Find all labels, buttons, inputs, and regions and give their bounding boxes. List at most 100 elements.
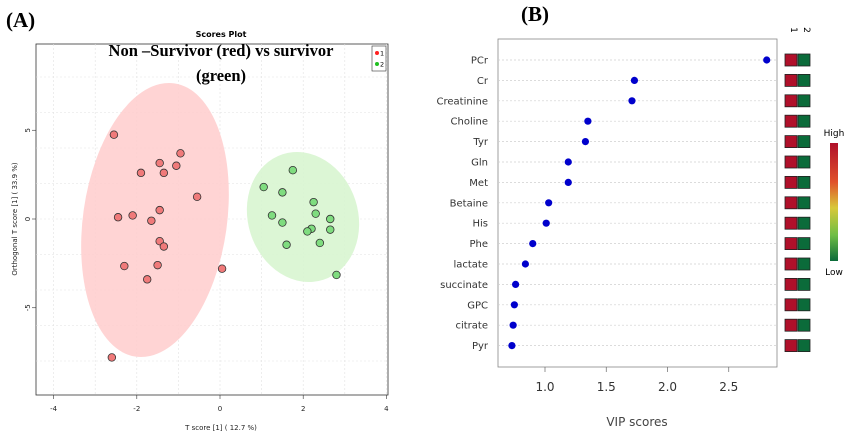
vip-row-label: Gln [471, 158, 488, 169]
score-point-group-1 [120, 261, 129, 271]
heat-cell-col1 [784, 257, 798, 271]
column-header-1: 1 [788, 27, 798, 33]
y-tick-label: 5 [24, 128, 32, 132]
vip-tick-label: 1.5 [597, 380, 616, 394]
score-points [107, 130, 341, 362]
score-point-group-2 [315, 238, 325, 248]
score-point-group-1 [176, 149, 185, 158]
heat-cell-col1 [784, 216, 798, 230]
vip-row-label: Cr [477, 76, 489, 87]
legend-entry-1: 1 [380, 50, 384, 58]
vip-tick-label: 2.5 [719, 380, 738, 394]
heat-cell-col1 [784, 298, 798, 312]
heat-cell-col2 [797, 257, 811, 271]
group-annotation-line1: Non –Survivor (red) vs survivor [109, 41, 334, 60]
vip-axis-ticks: 1.0 1.5 2.0 2.5 [535, 367, 738, 394]
score-point-group-1 [107, 353, 117, 362]
scale-high-label: High [824, 129, 845, 139]
score-point-group-1 [113, 213, 123, 222]
ellipse-group-2 [246, 151, 360, 283]
vip-point [628, 97, 636, 105]
y-tick-label: -5 [24, 304, 32, 311]
vip-point [511, 280, 520, 288]
scores-axis-ticks: -4 -2 0 2 4 5 0 -5 [24, 128, 389, 413]
score-point-group-2 [259, 182, 268, 192]
score-point-group-2 [282, 240, 291, 249]
heat-cell-col2 [797, 339, 811, 353]
x-tick-label: 0 [218, 405, 222, 413]
heat-cell-col2 [797, 94, 811, 108]
column-header-2: 2 [801, 27, 811, 33]
heat-cell-col1 [784, 175, 798, 189]
vip-row-label: citrate [455, 321, 488, 332]
heat-cell-col2 [797, 237, 811, 251]
heat-cell-col1 [784, 74, 798, 87]
heat-cell-col2 [797, 114, 811, 128]
vip-row-label: His [472, 219, 488, 230]
vip-point [584, 117, 592, 125]
score-point-group-1 [159, 168, 169, 178]
heat-cell-col1 [784, 277, 798, 291]
heat-cell-col2 [797, 298, 811, 312]
score-point-group-2 [267, 211, 277, 220]
color-scale-bar [830, 143, 838, 261]
legend-swatch-1 [375, 51, 379, 55]
score-point-group-1 [153, 260, 162, 270]
score-point-group-2 [303, 227, 312, 236]
heat-cell-col1 [784, 135, 798, 149]
score-point-group-2 [326, 225, 335, 234]
x-tick-label: -4 [50, 405, 58, 413]
vip-point [630, 76, 639, 84]
heat-cell-col1 [784, 94, 798, 108]
score-point-group-1 [109, 130, 119, 139]
score-point-group-1 [142, 275, 152, 284]
vip-row-label: Pyr [472, 341, 489, 352]
scores-plot: Scores Plot -4 -2 0 2 4 5 0 -5 Non –Survivor (r… [11, 30, 389, 432]
vip-point [510, 301, 518, 309]
vip-point [564, 178, 572, 186]
vip-x-axis-label: VIP scores [606, 415, 667, 429]
heat-cell-col1 [784, 237, 798, 251]
heat-cell-col2 [797, 74, 811, 87]
panel-a-label: (A) [6, 8, 35, 32]
scores-plot-frame [35, 43, 389, 396]
vip-row-label: Choline [451, 117, 489, 128]
vip-row-label: lactate [453, 260, 488, 271]
score-point-group-2 [309, 197, 318, 207]
score-point-group-1 [217, 264, 227, 273]
vip-point [581, 138, 590, 146]
heat-cell-col2 [797, 196, 811, 210]
heat-cell-col2 [797, 135, 811, 149]
heat-cell-col2 [797, 216, 811, 230]
vip-row-label: succinate [440, 280, 488, 291]
score-point-group-2 [278, 218, 287, 227]
score-point-group-1 [155, 158, 164, 168]
legend-swatch-2 [375, 62, 379, 66]
heat-cell-col2 [797, 155, 811, 169]
score-point-group-2 [278, 188, 287, 197]
vip-point [545, 199, 553, 207]
score-point-group-2 [288, 165, 297, 175]
score-point-group-2 [332, 270, 341, 280]
score-point-group-1 [128, 211, 137, 220]
y-tick-label: 0 [24, 217, 32, 221]
score-point-group-1 [147, 216, 156, 225]
vip-point [529, 240, 537, 248]
heat-cell-col2 [797, 277, 811, 291]
x-tick-label: 2 [301, 405, 305, 413]
heat-cell-col1 [784, 318, 798, 332]
vip-tick-label: 1.0 [535, 380, 554, 394]
scores-legend: 1 2 [371, 45, 387, 72]
x-tick-label: 4 [384, 405, 389, 413]
group-annotation-line2: (green) [196, 66, 246, 85]
vip-row-label: PCr [471, 56, 489, 67]
heat-cell-col2 [797, 53, 811, 67]
heat-cell-col1 [784, 196, 798, 210]
score-point-group-1 [192, 192, 202, 202]
panel-b-label: (B) [521, 2, 549, 26]
score-point-group-2 [326, 214, 335, 224]
vip-row-label: Creatinine [437, 96, 488, 107]
vip-row-label: Phe [469, 239, 488, 250]
heat-cell-col1 [784, 53, 798, 67]
vip-rows: PCr Cr Creatinine Choline Tyr Gln Met Betaine Hi… [437, 53, 811, 353]
